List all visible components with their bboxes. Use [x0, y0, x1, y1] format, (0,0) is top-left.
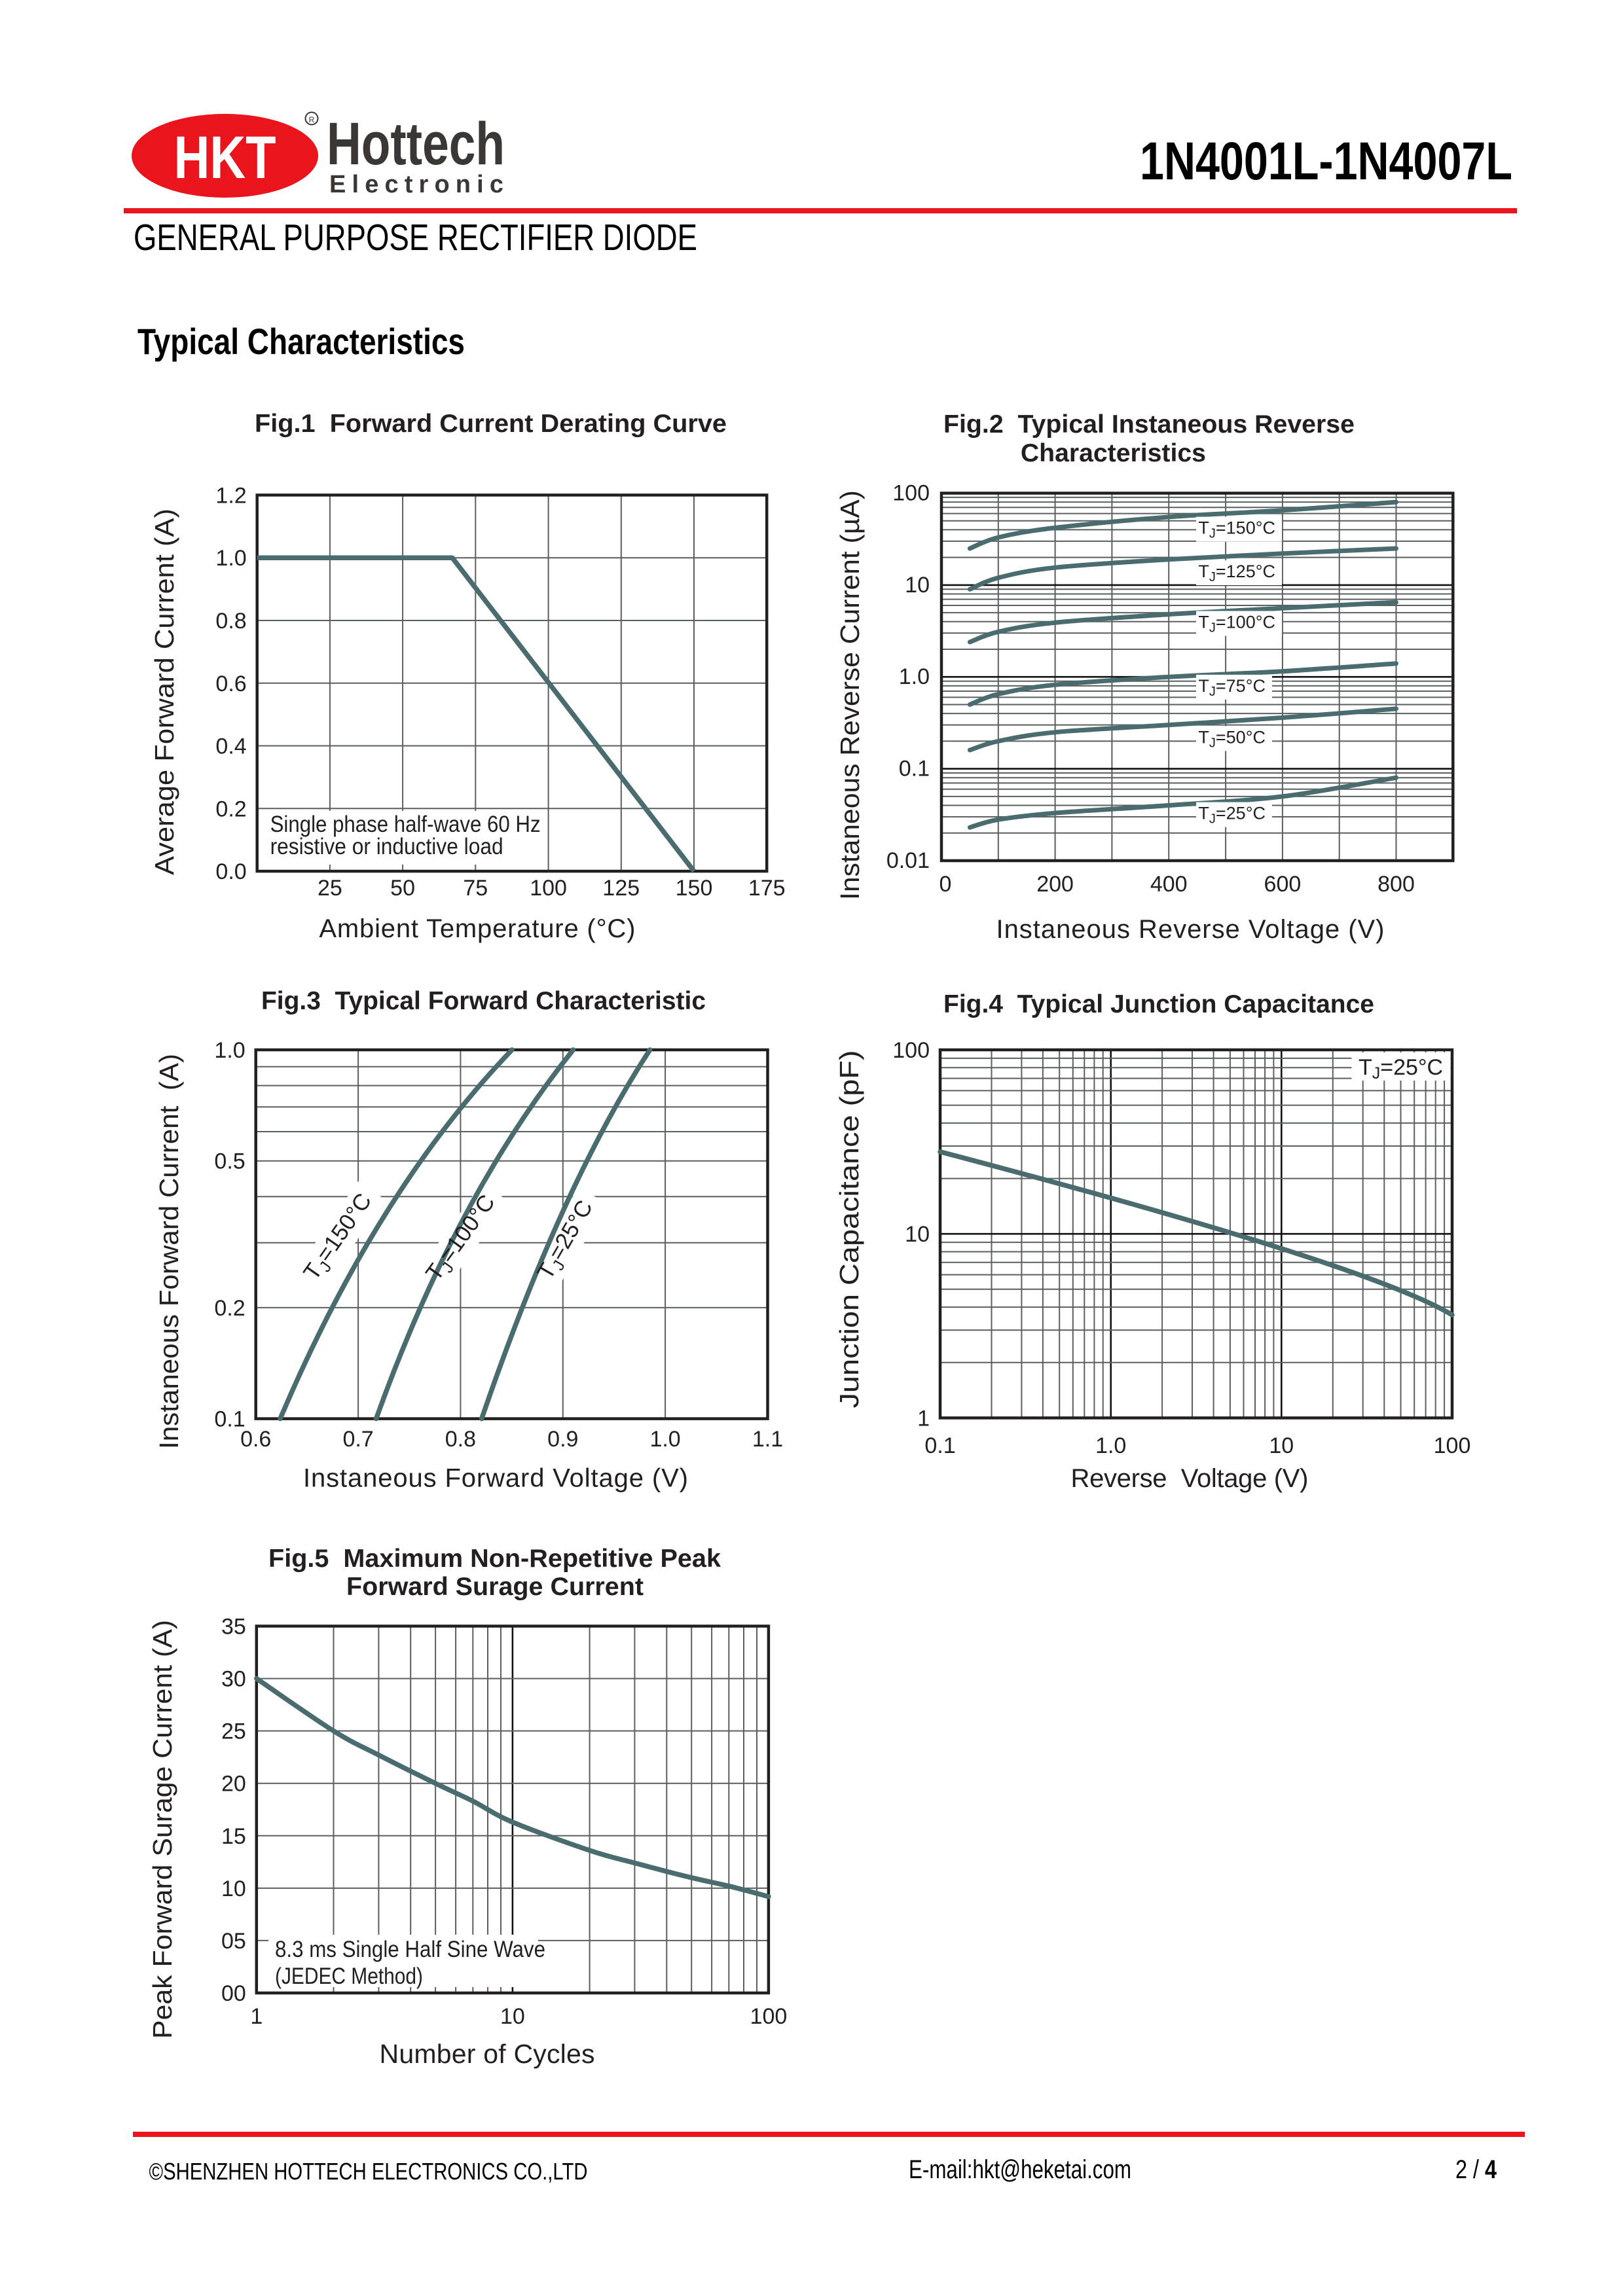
svg-text:Ambient Temperature (°C): Ambient Temperature (°C) — [319, 914, 635, 943]
svg-text:25: 25 — [318, 876, 342, 901]
svg-text:Fig.4 Typical Junction Capaci: Fig.4 Typical Junction Capacitance — [943, 990, 1374, 1018]
svg-text:resistive or inductive load: resistive or inductive load — [270, 834, 503, 859]
svg-text:1.2: 1.2 — [215, 483, 246, 508]
svg-text:Fig.3 Typical Forward Charact: Fig.3 Typical Forward Characteristic — [261, 987, 706, 1015]
svg-text:Reverse Voltage (V): Reverse Voltage (V) — [1071, 1464, 1309, 1493]
svg-text:0.6: 0.6 — [215, 672, 246, 696]
svg-text:1.0: 1.0 — [899, 664, 930, 689]
svg-text:0.9: 0.9 — [547, 1427, 578, 1452]
svg-text:35: 35 — [221, 1615, 246, 1640]
svg-text:0.6: 0.6 — [240, 1427, 271, 1452]
svg-text:25: 25 — [221, 1719, 246, 1744]
svg-text:100: 100 — [892, 1038, 930, 1063]
svg-text:200: 200 — [1036, 872, 1074, 897]
svg-text:1.0: 1.0 — [1095, 1433, 1126, 1458]
svg-text:TJ=100°C: TJ=100°C — [421, 1190, 503, 1287]
svg-text:Average Forward Current (A): Average Forward Current (A) — [149, 509, 179, 875]
svg-text:Instaneous Forward Current (A: Instaneous Forward Current (A) — [154, 1054, 184, 1449]
svg-text:R: R — [309, 115, 315, 124]
svg-text:600: 600 — [1264, 872, 1302, 897]
svg-text:10: 10 — [1269, 1433, 1294, 1458]
svg-text:0.2: 0.2 — [214, 1296, 245, 1321]
svg-text:HKT: HKT — [174, 124, 276, 191]
svg-text:8.3 ms Single Half Sine Wave: 8.3 ms Single Half Sine Wave — [275, 1937, 545, 1962]
svg-text:75: 75 — [463, 876, 488, 901]
svg-text:20: 20 — [221, 1772, 246, 1797]
svg-text:800: 800 — [1377, 872, 1415, 897]
svg-text:10: 10 — [905, 1222, 930, 1247]
svg-text:30: 30 — [221, 1667, 246, 1692]
svg-text:175: 175 — [748, 876, 786, 901]
svg-text:1.0: 1.0 — [649, 1427, 680, 1452]
svg-text:125: 125 — [602, 876, 640, 901]
svg-text:0.1: 0.1 — [214, 1407, 245, 1432]
svg-text:0.01: 0.01 — [886, 848, 930, 873]
svg-text:Fig.2 Typical Instaneous Reve: Fig.2 Typical Instaneous Reverse — [943, 410, 1355, 439]
svg-text:Single phase half-wave 60 Hz: Single phase half-wave 60 Hz — [270, 812, 541, 837]
svg-text:05: 05 — [221, 1929, 246, 1954]
svg-text:Fig.5 Maximum Non-Repetitive: Fig.5 Maximum Non-Repetitive Peak — [268, 1545, 721, 1573]
svg-text:Instaneous Forward Voltage (V): Instaneous Forward Voltage (V) — [303, 1464, 688, 1493]
svg-text:Junction Capacitance (pF): Junction Capacitance (pF) — [834, 1050, 864, 1408]
svg-text:Peak Forward Surage Current (A: Peak Forward Surage Current (A) — [147, 1620, 177, 2039]
svg-text:10: 10 — [500, 2004, 525, 2029]
svg-text:0.0: 0.0 — [215, 859, 246, 884]
svg-text:1: 1 — [250, 2004, 263, 2029]
svg-text:100: 100 — [1434, 1433, 1471, 1458]
svg-text:Number of Cycles: Number of Cycles — [380, 2039, 595, 2069]
svg-text:2 / 4: 2 / 4 — [1455, 2155, 1497, 2184]
svg-text:TJ=25°C: TJ=25°C — [1198, 804, 1266, 827]
svg-text:Instaneous Reverse Current (µA: Instaneous Reverse Current (µA) — [835, 490, 865, 900]
svg-text:150: 150 — [676, 876, 713, 901]
svg-text:©SHENZHEN HOTTECH ELECTRONICS: ©SHENZHEN HOTTECH ELECTRONICS CO.,LTD — [149, 2158, 588, 2185]
svg-text:TJ=25°C: TJ=25°C — [1359, 1055, 1443, 1083]
svg-text:Characteristics: Characteristics — [1021, 439, 1206, 467]
svg-text:0.1: 0.1 — [899, 757, 930, 781]
svg-text:0: 0 — [939, 872, 952, 897]
svg-text:1N4001L-1N4007L: 1N4001L-1N4007L — [1140, 132, 1512, 191]
svg-text:0.1: 0.1 — [924, 1433, 955, 1458]
svg-text:50: 50 — [390, 876, 415, 901]
svg-text:GENERAL PURPOSE RECTIFIER DIOD: GENERAL PURPOSE RECTIFIER DIODE — [134, 217, 697, 259]
svg-text:0.2: 0.2 — [215, 797, 246, 821]
svg-text:00: 00 — [221, 1981, 246, 2006]
svg-text:TJ=75°C: TJ=75°C — [1198, 676, 1266, 699]
svg-text:1.0: 1.0 — [215, 546, 246, 571]
svg-text:400: 400 — [1150, 872, 1188, 897]
svg-text:0.8: 0.8 — [445, 1427, 476, 1452]
svg-text:1: 1 — [917, 1406, 930, 1431]
svg-text:100: 100 — [530, 876, 567, 901]
svg-text:(JEDEC Method): (JEDEC Method) — [275, 1964, 423, 1989]
svg-text:Hottech: Hottech — [327, 111, 505, 177]
svg-text:0.7: 0.7 — [342, 1427, 373, 1452]
svg-text:0.8: 0.8 — [215, 609, 246, 634]
svg-text:1.0: 1.0 — [214, 1038, 245, 1063]
svg-text:0.4: 0.4 — [215, 734, 246, 759]
svg-text:Fig.1 Forward Current Deratin: Fig.1 Forward Current Derating Curve — [255, 410, 727, 438]
svg-text:0.5: 0.5 — [214, 1149, 245, 1174]
svg-text:Typical Characteristics: Typical Characteristics — [137, 321, 465, 362]
svg-text:Forward Surage Current: Forward Surage Current — [346, 1573, 644, 1601]
svg-text:Instaneous Reverse Voltage (V): Instaneous Reverse Voltage (V) — [996, 915, 1385, 944]
svg-text:1.1: 1.1 — [752, 1427, 783, 1452]
svg-text:TJ=50°C: TJ=50°C — [1198, 727, 1266, 750]
svg-text:10: 10 — [221, 1876, 246, 1901]
svg-text:100: 100 — [750, 2004, 788, 2029]
svg-text:100: 100 — [892, 481, 930, 506]
svg-text:E-mail:hkt@heketai.com: E-mail:hkt@heketai.com — [909, 2155, 1131, 2184]
svg-text:TJ=150°C: TJ=150°C — [299, 1189, 380, 1287]
svg-text:10: 10 — [905, 573, 930, 598]
svg-text:15: 15 — [221, 1824, 246, 1849]
